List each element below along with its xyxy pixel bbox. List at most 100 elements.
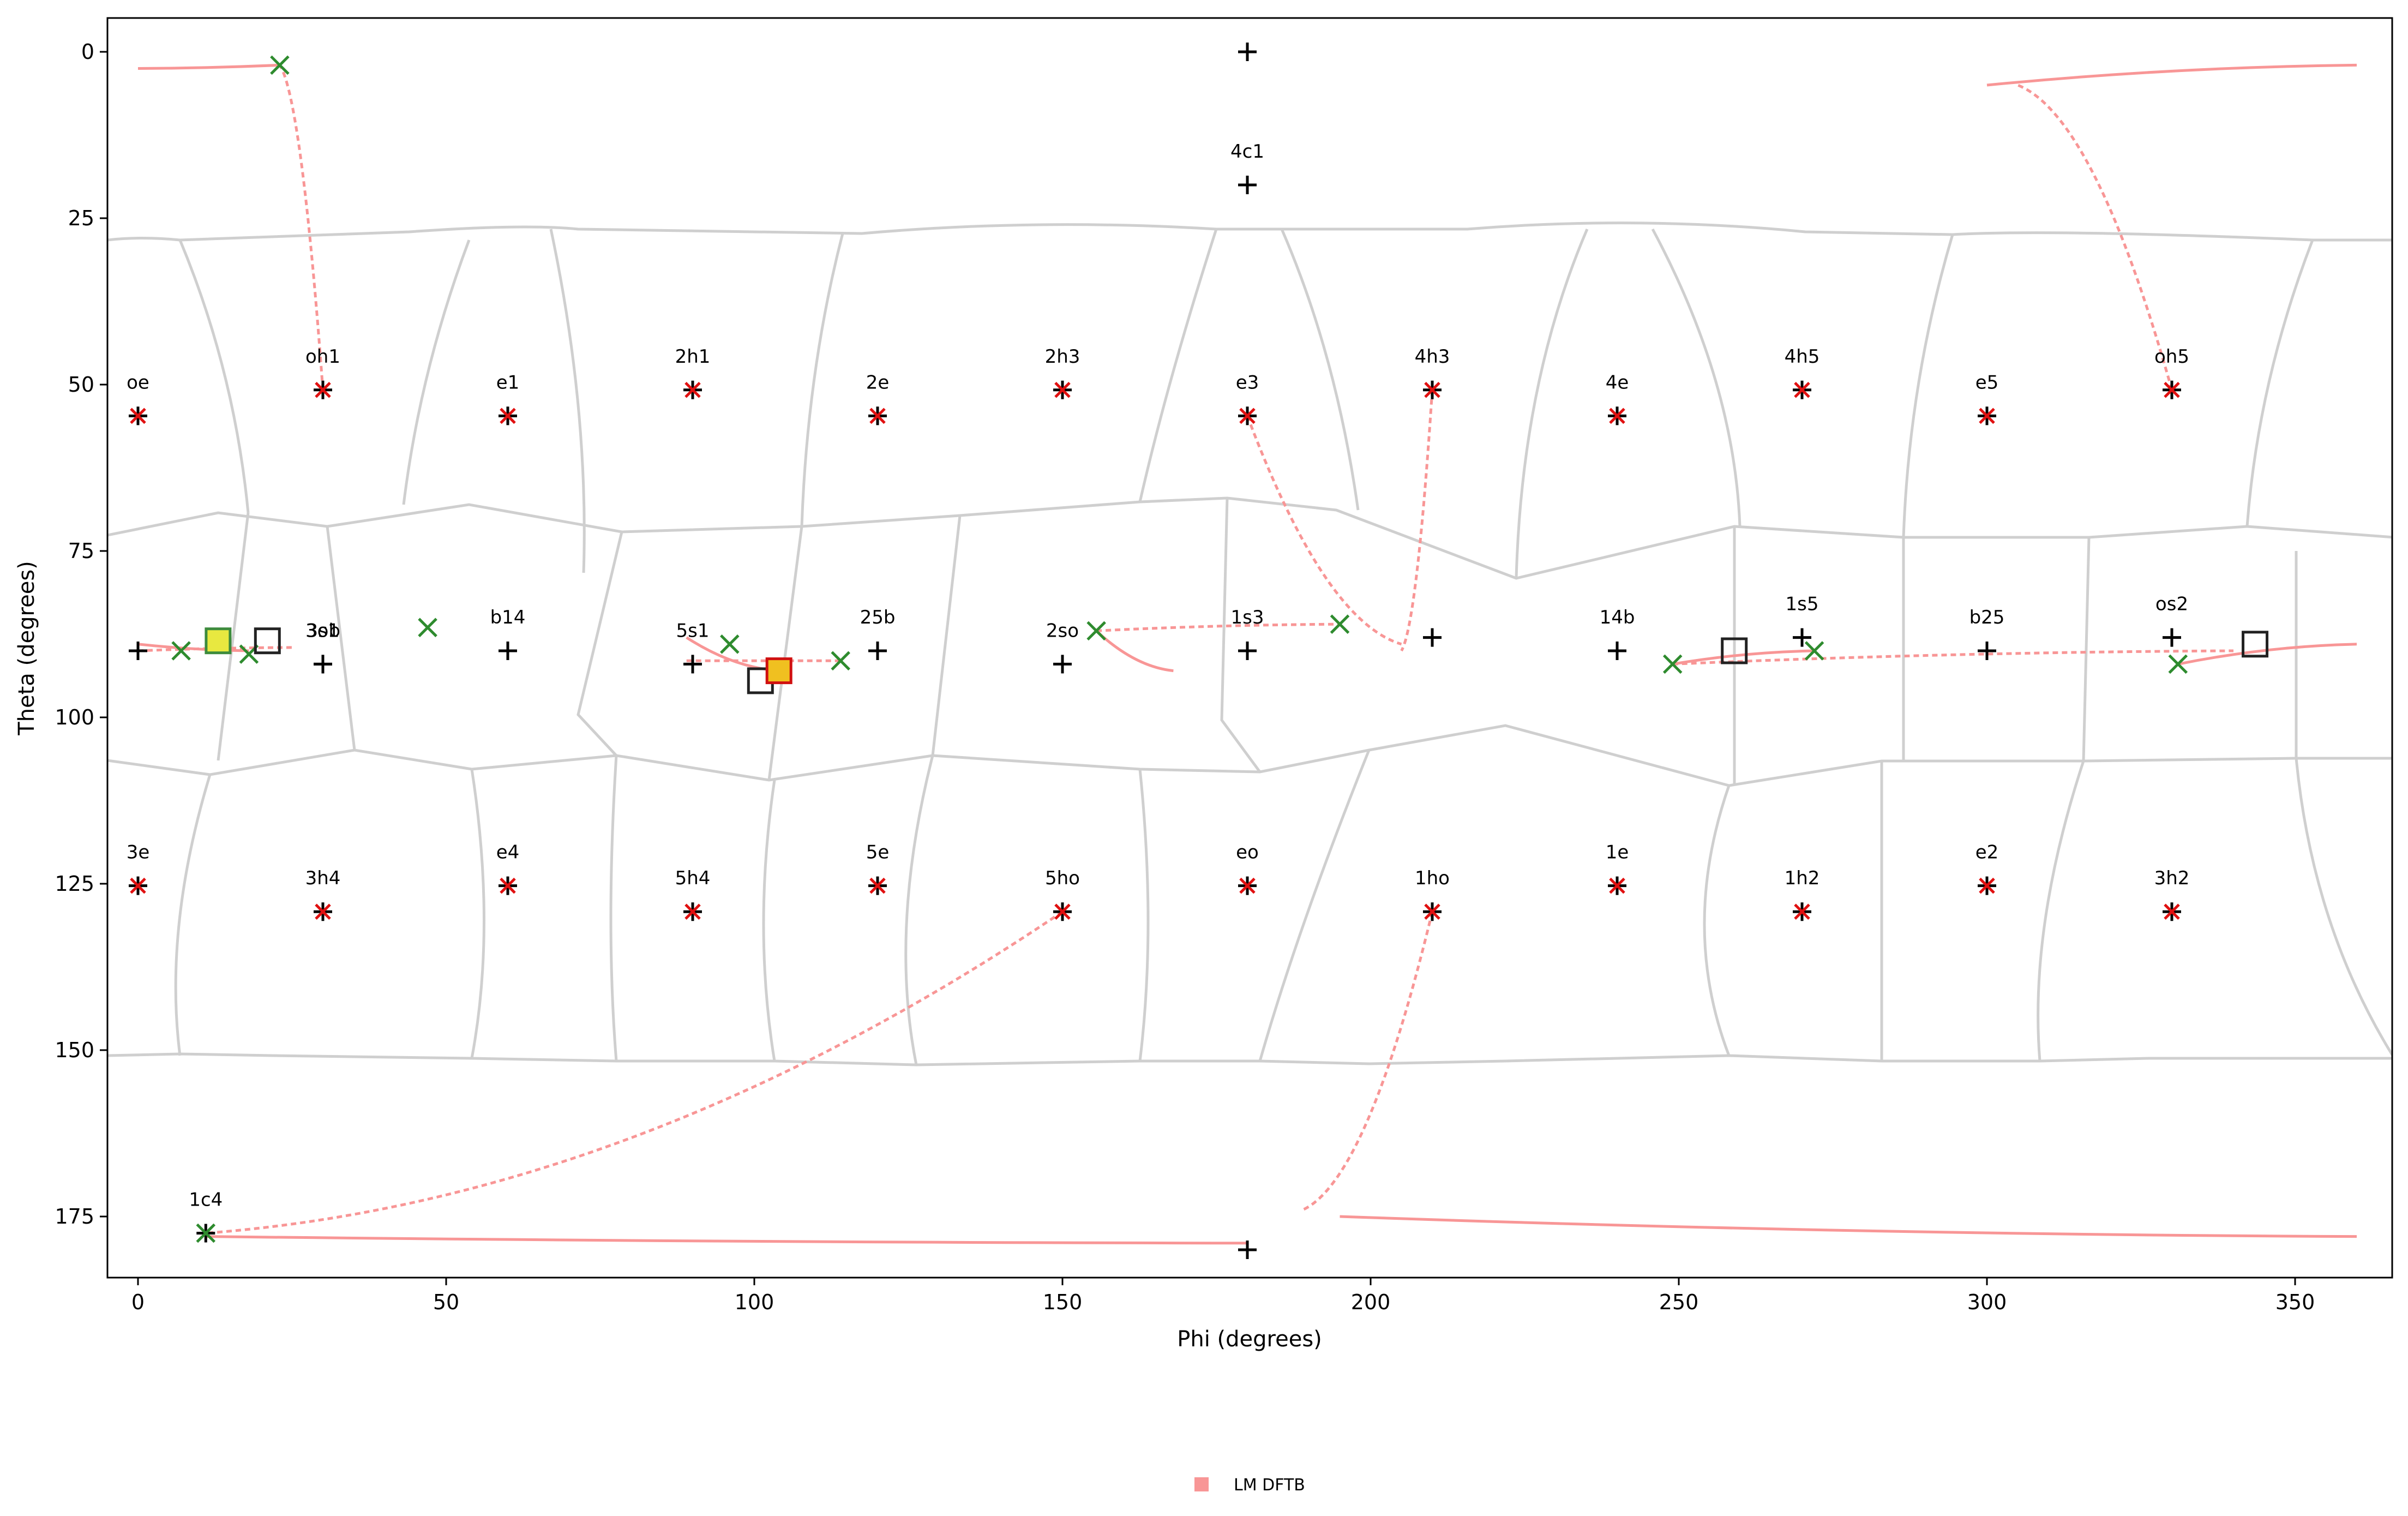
pathway-line [1096,622,1340,632]
point-label: 4e [1606,371,1629,393]
boxed-point [1721,637,1748,664]
reference-marker [683,655,702,674]
y-axis-title: Theta (degrees) [14,561,39,736]
point-label: 3h4 [305,867,341,889]
red-x-marker [2164,903,2180,920]
legend: LM DFTB [1194,1476,1305,1495]
point-label: 4h3 [1415,346,1450,368]
point-label: 3s1 [307,620,340,642]
red-x-marker [684,903,701,920]
x-tick-label: 100 [735,1290,774,1314]
pathway-line [1302,911,1434,1212]
local-minimum-marker [418,618,437,638]
red-x-stroke [1054,903,1071,920]
pathway-line [2017,83,2173,391]
boxed-point [254,627,281,655]
local-minimum-stroke [831,651,850,671]
red-x-stroke [869,408,886,424]
red-x-stroke [684,381,701,398]
pathway-line [137,63,280,70]
pathway-line [1672,649,1815,666]
local-minimum-stroke [196,1223,216,1243]
reference-marker [1238,642,1257,660]
red-x-marker [1239,877,1256,894]
x-axis: 0 50 100 150 200 250 300 350 [131,1278,2315,1314]
point-label: b14 [490,607,526,628]
pathway-line [1246,415,1402,646]
boxed-point [2242,631,2269,658]
red-x-stroke [1609,408,1625,424]
legend-label: LM DFTB [1234,1476,1305,1495]
red-x-marker [1424,903,1440,920]
red-x-stroke [500,408,516,424]
red-x-marker [1979,877,1995,894]
reference-marker [314,655,332,674]
point-label: 1ho [1415,867,1450,889]
point-label: 5s1 [676,620,710,642]
point-label: 3ob [305,620,340,642]
red-markers-layer [130,381,2180,920]
red-x-marker [1609,877,1625,894]
boxed-point [765,657,792,685]
red-x-stroke [1239,877,1256,894]
point-label: e5 [1975,371,1999,393]
local-minimum-marker [196,1223,216,1243]
local-minimum-marker [270,55,290,75]
red-x-stroke [869,877,886,894]
point-label: e4 [496,842,520,864]
red-x-stroke [130,408,146,424]
red-x-marker [500,408,516,424]
red-x-marker [1979,408,1995,424]
red-x-marker [315,381,331,398]
x-tick-label: 150 [1043,1290,1083,1314]
x-tick-label: 0 [131,1290,145,1314]
red-x-stroke [1794,903,1810,920]
point-label: e3 [1236,371,1259,393]
pathway-line [1340,1215,2357,1238]
point-label: 3h2 [2154,867,2190,889]
x-tick-label: 350 [2275,1290,2315,1314]
pathway-line [1672,649,2234,666]
red-x-stroke [1424,903,1440,920]
red-x-marker [684,381,701,398]
point-label: 3e [127,842,150,864]
red-x-marker [1609,408,1625,424]
local-minimum-marker [171,641,191,661]
point-label: e2 [1975,842,1999,864]
red-x-marker [130,408,146,424]
y-tick-label: 100 [55,705,94,729]
local-minimum-marker [1330,614,1350,634]
local-minimum-stroke [2168,654,2188,674]
plot-frame [106,17,2393,1279]
red-x-marker [2164,381,2180,398]
reference-marker [1978,642,1996,660]
red-x-marker [1054,903,1071,920]
point-label: oh1 [305,346,340,368]
red-x-marker [869,408,886,424]
point-label: 5e [866,842,890,864]
red-x-stroke [684,903,701,920]
red-x-marker [1054,381,1071,398]
red-x-stroke [2164,381,2180,398]
point-label: 2e [866,371,890,393]
cell-boundaries [107,221,2392,1066]
reference-marker [1608,642,1626,660]
point-label: e1 [496,371,520,393]
reference-marker [129,642,147,660]
pathway-line [1400,390,1434,652]
red-x-marker [869,877,886,894]
local-minima-layer [171,55,2188,1243]
red-x-stroke [1239,408,1256,424]
point-label: 1s5 [1786,594,1819,615]
point-label: os2 [2155,594,2188,615]
red-x-marker [1794,903,1810,920]
y-tick-label: 175 [55,1205,94,1229]
point-label: b25 [1969,607,2005,628]
y-tick-label: 50 [68,373,94,397]
red-x-stroke [130,877,146,894]
red-x-marker [500,877,516,894]
point-label: 2h1 [675,346,711,368]
point-label: 4h5 [1785,346,1820,368]
